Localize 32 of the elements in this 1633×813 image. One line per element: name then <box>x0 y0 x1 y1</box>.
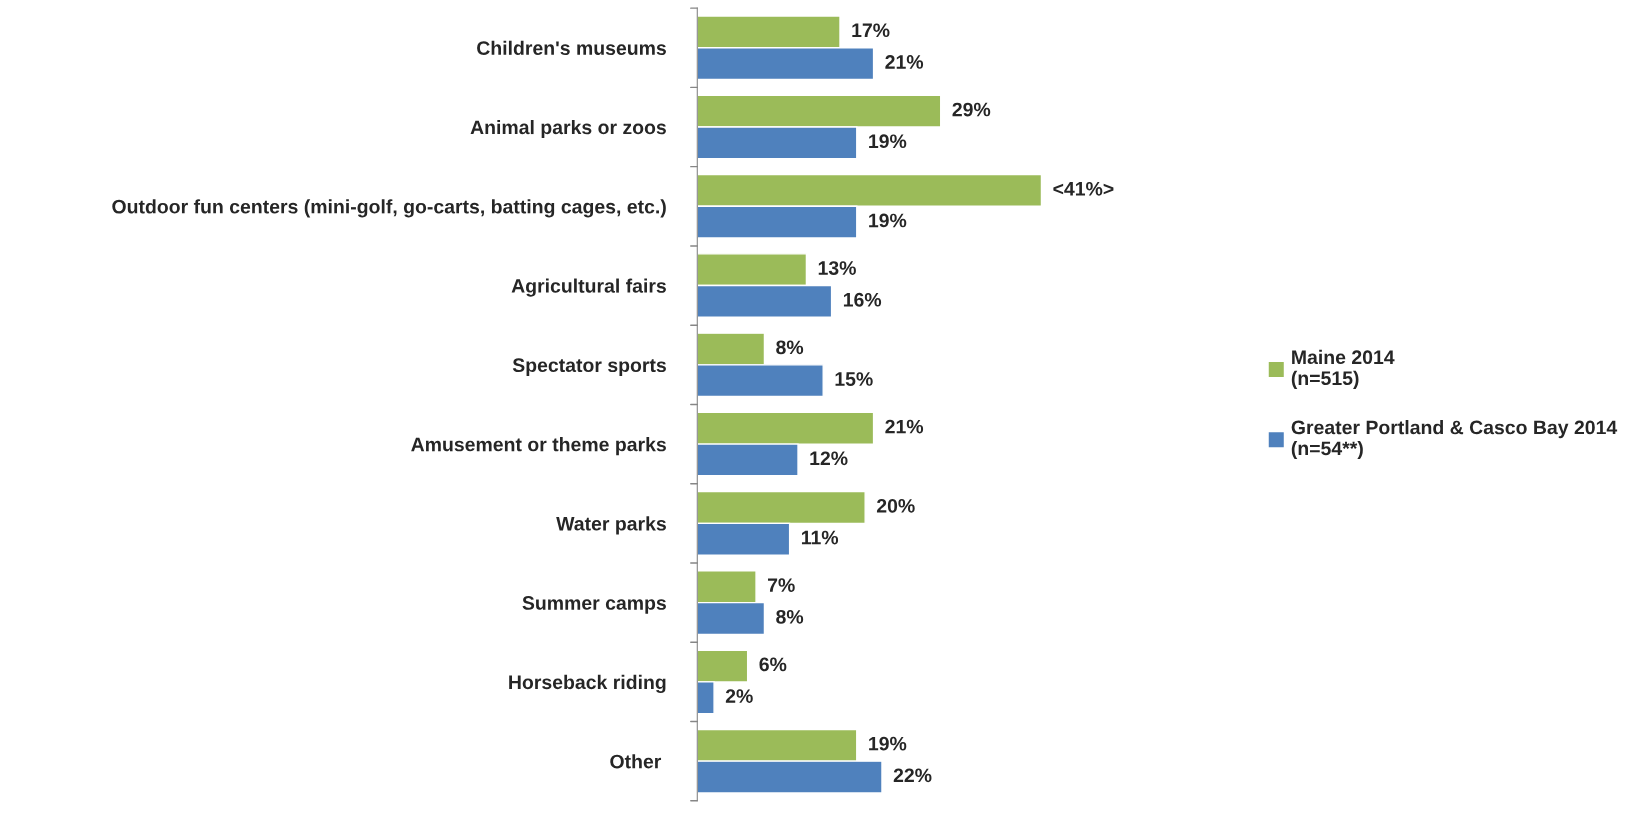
data-label: <41%> <box>1053 181 1114 196</box>
data-label: 15% <box>835 372 873 386</box>
y-tick-label: Amusement or theme parks <box>411 437 666 456</box>
data-label: 8% <box>776 340 804 355</box>
data-label: 19% <box>869 736 907 751</box>
y-tick-label: Children's museums <box>477 40 666 55</box>
data-label: 21% <box>885 419 924 434</box>
data-label: 7% <box>768 578 795 592</box>
data-label: 19% <box>869 213 907 228</box>
legend-label: Maine 2014 (n=515) <box>1291 349 1395 389</box>
data-label: 22% <box>893 768 932 783</box>
y-tick-label: Outdoor fun centers (mini-golf, go-carts, batting cages, etc.) <box>112 199 666 218</box>
y-tick-label: Animal parks or zoos <box>470 119 666 139</box>
data-label: 6% <box>759 657 787 672</box>
data-label: 21% <box>885 55 924 69</box>
data-label: 17% <box>852 23 890 38</box>
data-label: 16% <box>843 292 882 307</box>
y-tick-label: Horseback riding <box>509 674 666 694</box>
data-label: 19% <box>869 134 907 149</box>
data-label: 8% <box>776 609 804 624</box>
y-tick-label: Other <box>610 754 662 769</box>
data-label: 20% <box>876 498 915 513</box>
y-tick-label: Summer camps <box>522 596 666 614</box>
y-tick-label: Agricultural fairs <box>511 278 666 297</box>
data-label: 11% <box>801 530 839 545</box>
data-label: 2% <box>725 689 753 703</box>
data-label: 29% <box>952 102 991 117</box>
y-tick-label: Water parks <box>556 516 666 535</box>
data-label: 13% <box>818 261 856 275</box>
y-tick-label: Spectator sports <box>512 358 666 376</box>
data-label: 12% <box>810 451 848 466</box>
legend-label: Greater Portland & Casco Bay 2014 (n=54**) <box>1291 420 1618 460</box>
